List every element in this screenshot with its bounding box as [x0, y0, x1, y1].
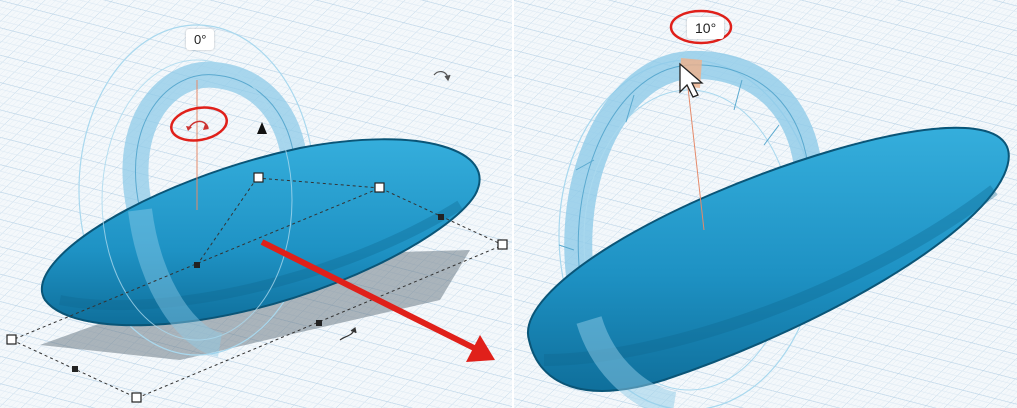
scale-handle[interactable]: [374, 182, 385, 193]
workplane-view-after: 10°: [514, 0, 1017, 408]
edge-handle[interactable]: [438, 214, 444, 220]
scale-handle[interactable]: [6, 334, 17, 345]
panel-divider: [512, 0, 514, 408]
height-handle[interactable]: [253, 172, 264, 183]
scale-handle[interactable]: [131, 392, 142, 403]
rotate-arrow-icon[interactable]: [339, 326, 357, 341]
scale-handle[interactable]: [497, 239, 508, 250]
rotation-ring-front[interactable]: [128, 208, 224, 357]
rotation-ring[interactable]: [78, 24, 316, 356]
center-handle[interactable]: [194, 262, 200, 268]
red-annotation-circle: [669, 9, 733, 45]
edge-handle[interactable]: [72, 366, 78, 372]
cursor-icon: [679, 62, 704, 98]
rotation-angle-label: 10°: [687, 17, 725, 39]
workplane-view-before: 0°: [0, 0, 512, 408]
cone-handle-icon[interactable]: [257, 122, 267, 134]
red-arrow-icon: [260, 239, 495, 362]
rotation-ring-front[interactable]: [576, 315, 677, 408]
edge-handle[interactable]: [316, 320, 322, 326]
red-annotation-circle: [170, 106, 228, 142]
ellipsoid-shape[interactable]: [41, 138, 481, 327]
workplane-left[interactable]: [0, 0, 512, 408]
rotation-angle-label: 0°: [186, 29, 215, 50]
rotate-arrow-icon[interactable]: [433, 71, 451, 82]
rotate-handle-icon[interactable]: [186, 120, 209, 131]
workplane-right[interactable]: [514, 0, 1017, 408]
rotation-axis-line: [685, 69, 705, 231]
